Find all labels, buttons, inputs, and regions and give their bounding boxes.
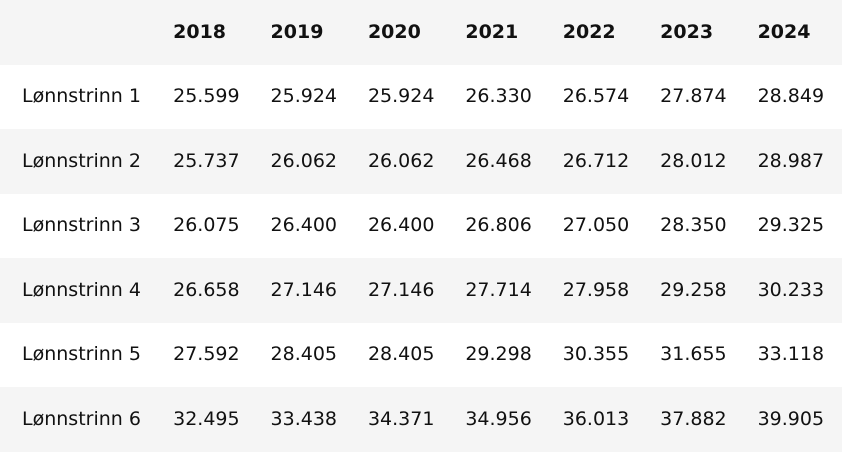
- table-cell: 31.655: [660, 343, 727, 366]
- table-cell: 29.325: [757, 214, 825, 237]
- table-cell: 26.712: [562, 149, 630, 172]
- corner-header: [0, 0, 160, 65]
- table-row: Lønnstrinn 3 26.075 26.400 26.400 26.806…: [0, 194, 842, 259]
- year-header: 2018: [173, 20, 227, 43]
- table-row: Lønnstrinn 6 32.495 33.438 34.371 34.956…: [0, 387, 842, 452]
- year-header: 2024: [757, 20, 811, 43]
- table-cell: 26.468: [465, 149, 532, 172]
- table-cell: 26.806: [465, 214, 532, 237]
- table-cell: 26.658: [173, 278, 240, 301]
- table-cell: 29.298: [465, 343, 532, 366]
- table-cell: 26.400: [270, 214, 338, 237]
- year-header: 2021: [465, 20, 519, 43]
- table-cell: 26.574: [562, 85, 630, 108]
- row-label: Lønnstrinn 3: [22, 214, 141, 237]
- year-header: 2023: [660, 20, 714, 43]
- table-cell: 25.924: [367, 85, 435, 108]
- table-cell: 34.371: [367, 407, 435, 430]
- table-cell: 25.737: [173, 149, 240, 172]
- table-row: Lønnstrinn 4 26.658 27.146 27.146 27.714…: [0, 258, 842, 323]
- table-cell: 27.050: [562, 214, 630, 237]
- table-cell: 27.958: [562, 278, 630, 301]
- table-cell: 25.599: [173, 85, 240, 108]
- table-cell: 30.233: [757, 278, 825, 301]
- table-cell: 26.062: [270, 149, 338, 172]
- table-row: Lønnstrinn 1 25.599 25.924 25.924 26.330…: [0, 65, 842, 130]
- row-label: Lønnstrinn 1: [22, 85, 141, 108]
- table-cell: 39.905: [757, 407, 825, 430]
- table-cell: 33.118: [757, 343, 825, 366]
- table-cell: 34.956: [465, 407, 532, 430]
- row-label: Lønnstrinn 4: [22, 278, 141, 301]
- table-cell: 28.405: [367, 343, 435, 366]
- table-cell: 27.146: [270, 278, 338, 301]
- table-cell: 26.062: [367, 149, 435, 172]
- table-cell: 25.924: [270, 85, 338, 108]
- table-cell: 28.405: [270, 343, 338, 366]
- table-cell: 27.874: [660, 85, 727, 108]
- table-cell: 26.075: [173, 214, 240, 237]
- table-row: Lønnstrinn 5 27.592 28.405 28.405 29.298…: [0, 323, 842, 388]
- table-cell: 27.592: [173, 343, 240, 366]
- table-cell: 26.400: [367, 214, 435, 237]
- table-cell: 37.882: [660, 407, 727, 430]
- table-cell: 33.438: [270, 407, 338, 430]
- year-header: 2020: [367, 20, 421, 43]
- table-cell: 28.987: [757, 149, 825, 172]
- table-row: Lønnstrinn 2 25.737 26.062 26.062 26.468…: [0, 129, 842, 194]
- row-label: Lønnstrinn 5: [22, 343, 141, 366]
- table-cell: 28.849: [757, 85, 825, 108]
- table-header-row: 2018 2019 2020 2021 2022 2023 2024: [0, 0, 842, 65]
- table-cell: 26.330: [465, 85, 532, 108]
- table-cell: 29.258: [660, 278, 727, 301]
- row-label: Lønnstrinn 2: [22, 149, 141, 172]
- table-cell: 36.013: [562, 407, 630, 430]
- table-cell: 28.350: [660, 214, 727, 237]
- table-cell: 27.714: [465, 278, 532, 301]
- table-cell: 30.355: [562, 343, 630, 366]
- table-cell: 28.012: [660, 149, 727, 172]
- row-label: Lønnstrinn 6: [22, 407, 141, 430]
- table-cell: 32.495: [173, 407, 240, 430]
- table-cell: 27.146: [367, 278, 435, 301]
- year-header: 2022: [562, 20, 616, 43]
- year-header: 2019: [270, 20, 324, 43]
